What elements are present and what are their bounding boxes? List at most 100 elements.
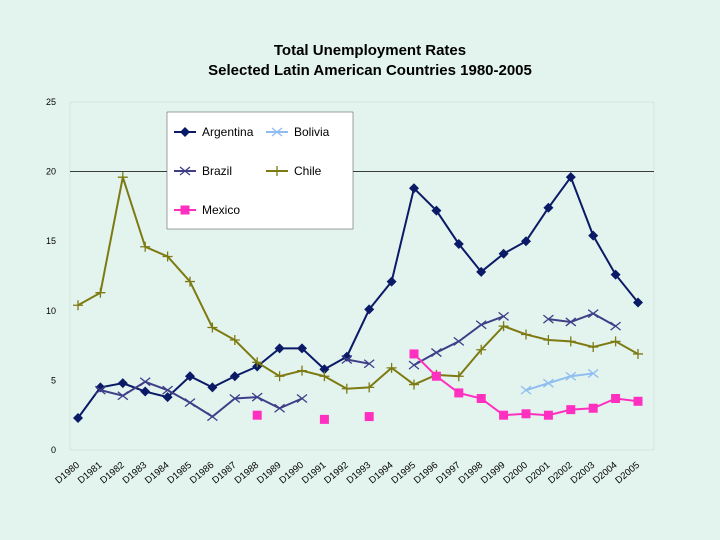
argentina-point bbox=[498, 248, 509, 259]
brazil-point bbox=[363, 359, 375, 369]
bolivia-line bbox=[525, 372, 594, 392]
mexico-line bbox=[413, 353, 639, 417]
legend-item-brazil: Brazil bbox=[174, 164, 232, 178]
brazil-point bbox=[408, 360, 420, 370]
argentina-point bbox=[117, 378, 128, 389]
argentina-point bbox=[73, 412, 83, 423]
chile-point bbox=[95, 287, 106, 298]
mexico-point bbox=[566, 405, 576, 415]
chile-point bbox=[409, 379, 419, 390]
chile-point bbox=[364, 382, 375, 393]
y-tick-label: 5 bbox=[51, 375, 56, 385]
x-tick-label: D1980 bbox=[53, 460, 82, 486]
y-tick-label: 10 bbox=[46, 306, 56, 316]
brazil-point bbox=[453, 336, 465, 346]
chile-point bbox=[476, 344, 487, 355]
chile-point bbox=[498, 321, 509, 332]
brazil-point bbox=[542, 314, 554, 324]
x-tick-label: D1982 bbox=[98, 460, 127, 486]
chile-point bbox=[117, 172, 128, 183]
mexico-point bbox=[633, 396, 643, 406]
legend-swatch-marker bbox=[272, 166, 282, 176]
chile-point bbox=[140, 241, 151, 252]
mexico-point bbox=[521, 409, 531, 419]
argentina-point bbox=[319, 364, 330, 375]
series-group bbox=[73, 172, 643, 424]
chile-point bbox=[297, 365, 307, 376]
chile-point bbox=[386, 362, 397, 373]
mexico-point bbox=[431, 371, 441, 381]
legend-swatch-marker bbox=[179, 166, 191, 176]
x-tick-label: D2000 bbox=[501, 460, 530, 486]
legend-label: Chile bbox=[294, 164, 322, 178]
chile-point bbox=[252, 357, 263, 368]
y-tick-label: 15 bbox=[46, 236, 56, 246]
chile-point bbox=[274, 371, 285, 382]
argentina-point bbox=[386, 276, 397, 287]
chile-point bbox=[162, 251, 173, 262]
mexico-point bbox=[499, 410, 509, 420]
series-brazil bbox=[94, 309, 622, 422]
argentina-point bbox=[476, 266, 487, 277]
brazil-point bbox=[184, 398, 196, 408]
argentina-point bbox=[588, 230, 599, 241]
chile-point bbox=[521, 329, 531, 340]
brazil-point bbox=[206, 412, 218, 422]
chile-point bbox=[610, 336, 621, 347]
chart-title-line-1: Total Unemployment Rates bbox=[274, 42, 466, 59]
series-argentina bbox=[73, 172, 643, 423]
argentina-point bbox=[565, 172, 576, 183]
brazil-point bbox=[117, 391, 129, 401]
x-tick-label: D1984 bbox=[143, 460, 172, 486]
chile-point bbox=[185, 276, 195, 287]
legend-item-mexico: Mexico bbox=[174, 203, 240, 217]
chile-point bbox=[73, 300, 83, 311]
chile-point bbox=[229, 335, 240, 346]
chart-title-line-2: Selected Latin American Countries 1980-2… bbox=[208, 62, 532, 79]
chile-point bbox=[319, 371, 330, 382]
x-tick-label: D1983 bbox=[121, 460, 150, 486]
x-tick-label: D1995 bbox=[389, 460, 418, 486]
legend-swatch-marker bbox=[271, 127, 283, 137]
mexico-point bbox=[588, 403, 598, 413]
x-tick-label: D2005 bbox=[613, 460, 642, 486]
bolivia-point bbox=[587, 368, 599, 378]
chile-point bbox=[341, 383, 352, 394]
legend-swatch-marker bbox=[180, 205, 190, 215]
brazil-point bbox=[94, 385, 106, 395]
x-tick-label: D2003 bbox=[569, 460, 598, 486]
argentina-point bbox=[364, 304, 375, 315]
brazil-point bbox=[274, 403, 286, 413]
legend-label: Bolivia bbox=[294, 125, 330, 139]
chile-point bbox=[453, 371, 464, 382]
x-tick-label: D1987 bbox=[210, 460, 239, 486]
x-tick-label: D1997 bbox=[434, 460, 463, 486]
x-tick-label: D2001 bbox=[524, 460, 553, 486]
mexico-point bbox=[543, 410, 553, 420]
brazil-point bbox=[475, 320, 487, 330]
brazil-point bbox=[162, 385, 174, 395]
legend-item-chile: Chile bbox=[266, 164, 322, 178]
brazil-point bbox=[610, 321, 622, 331]
legend-box bbox=[166, 111, 354, 230]
mexico-point bbox=[252, 410, 262, 420]
x-tick-label: D2004 bbox=[591, 460, 620, 486]
legend-label: Brazil bbox=[202, 164, 232, 178]
argentina-point bbox=[185, 371, 195, 382]
legend-item-bolivia: Bolivia bbox=[266, 125, 330, 139]
brazil-point bbox=[229, 393, 241, 404]
argentina-point bbox=[140, 386, 151, 397]
x-tick-label: D1992 bbox=[322, 460, 351, 486]
mexico-point bbox=[364, 412, 374, 422]
chile-point bbox=[207, 322, 218, 333]
argentina-point bbox=[521, 236, 531, 247]
argentina-point bbox=[633, 297, 643, 308]
mexico-point bbox=[319, 414, 329, 424]
bolivia-point bbox=[520, 385, 532, 395]
legend-label: Mexico bbox=[202, 203, 240, 217]
bolivia-point bbox=[542, 378, 554, 388]
brazil-line bbox=[100, 380, 303, 418]
x-tick-label: D1994 bbox=[367, 460, 396, 486]
